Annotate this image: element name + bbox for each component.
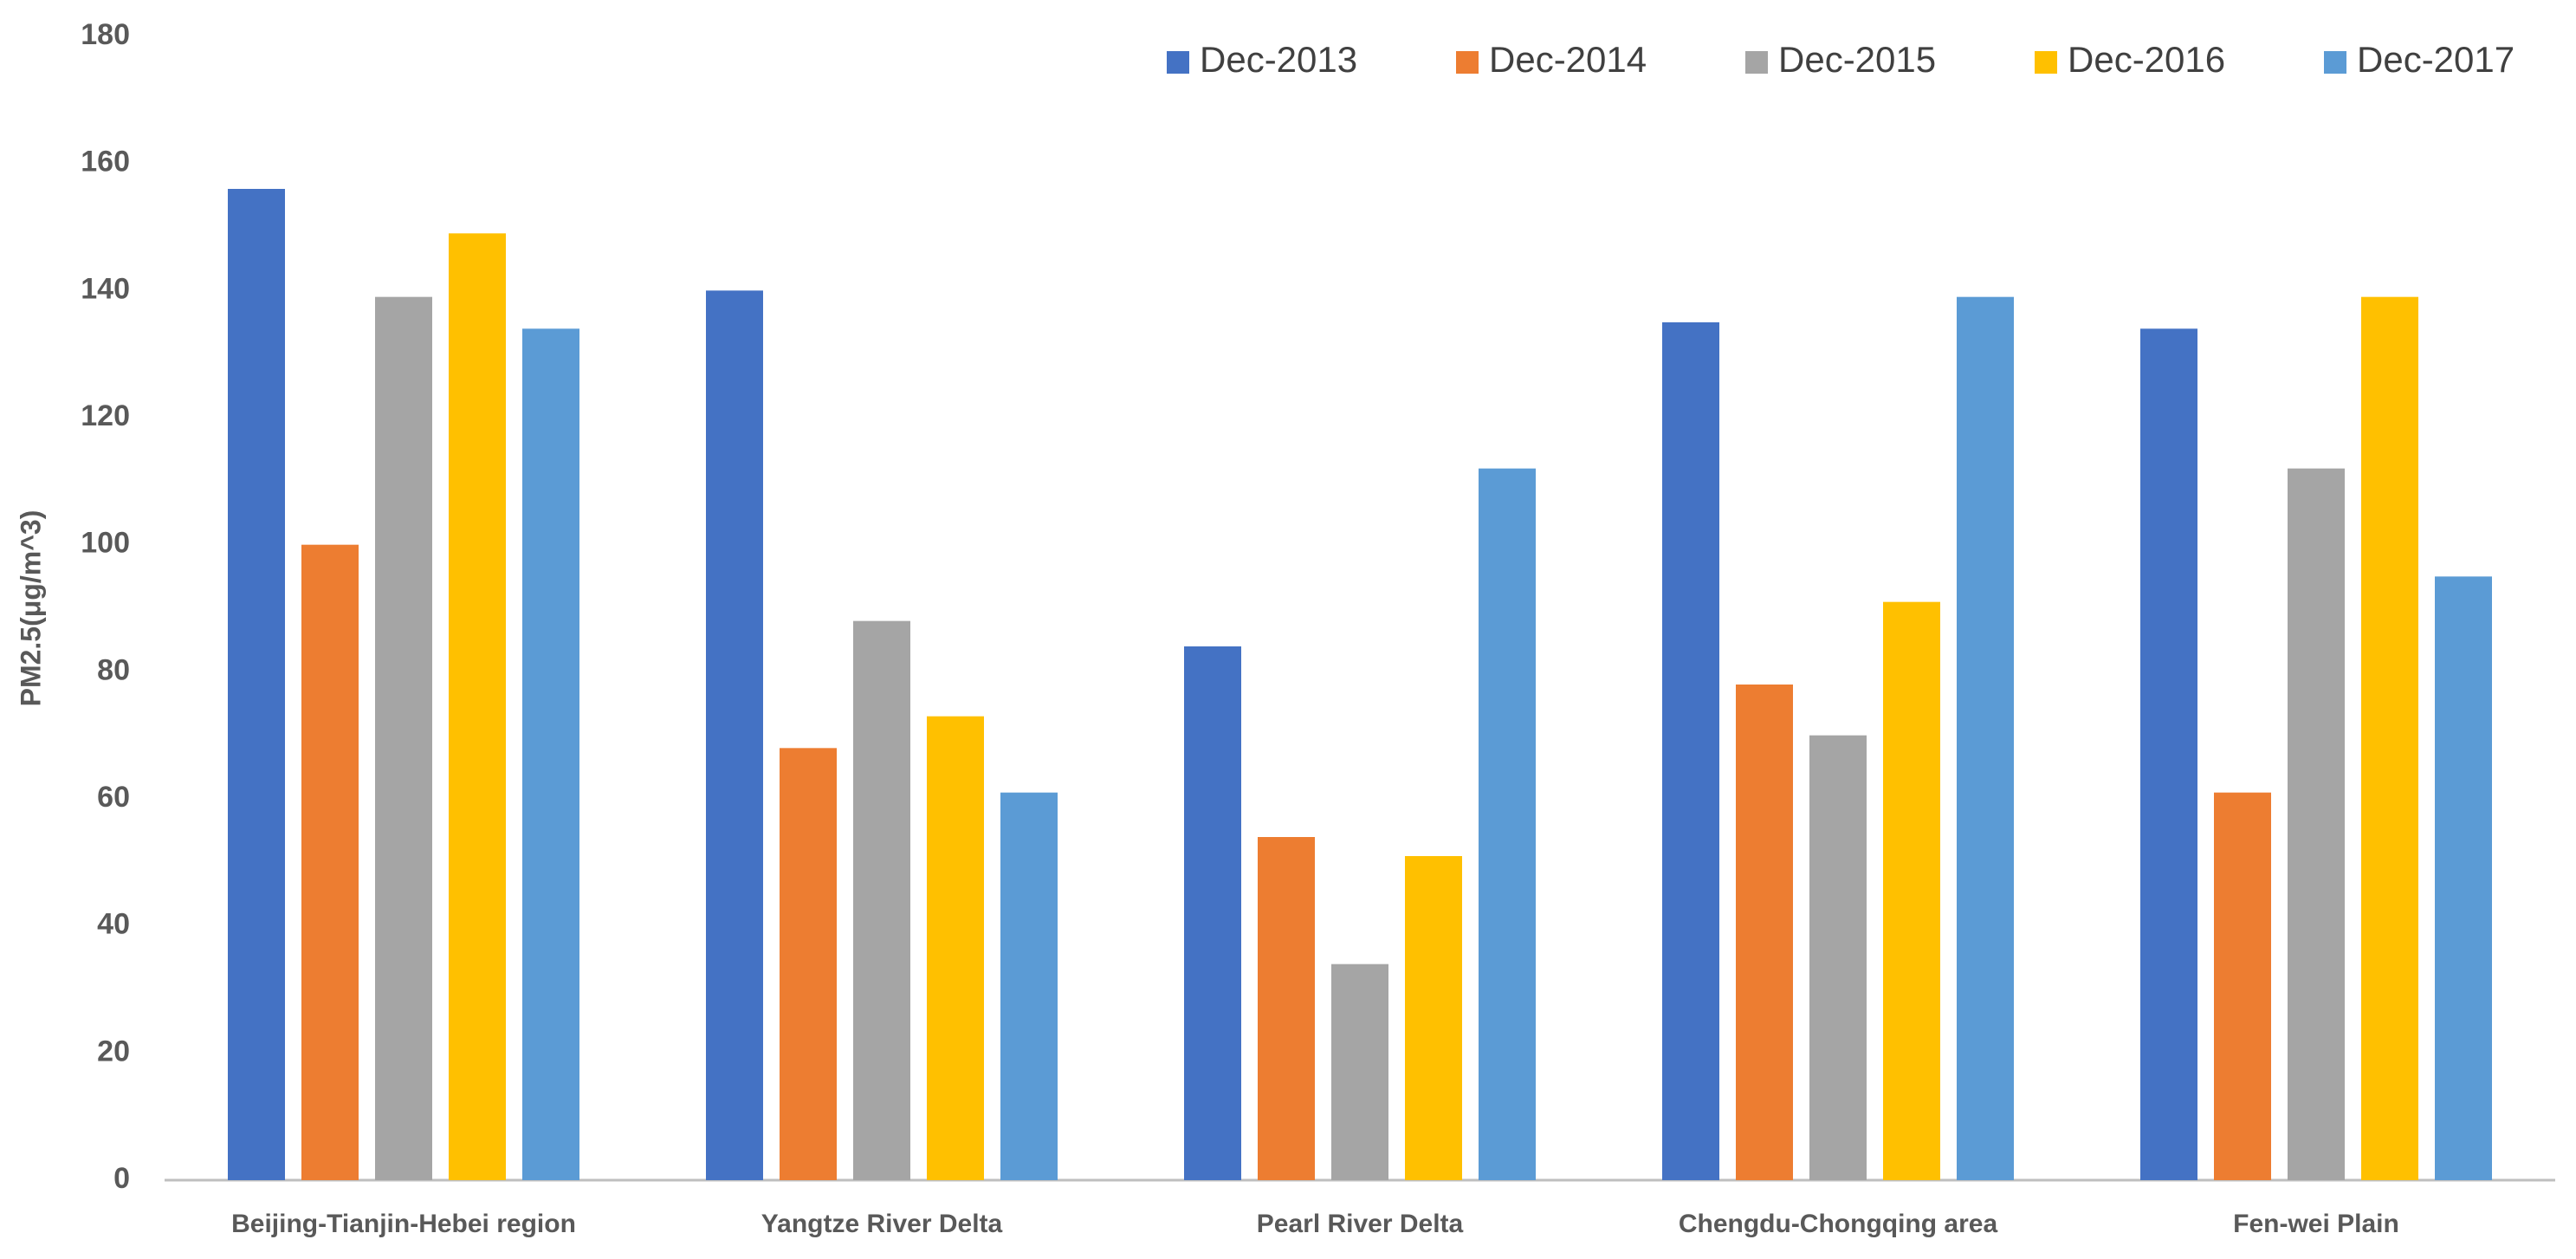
bar xyxy=(1258,837,1315,1180)
x-tick-label: Yangtze River Delta xyxy=(761,1210,1003,1238)
y-tick-label: 80 xyxy=(97,653,130,686)
bar xyxy=(1883,601,1940,1180)
legend-label: Dec-2014 xyxy=(1489,39,1647,80)
bar xyxy=(2435,576,2492,1180)
legend-label: Dec-2015 xyxy=(1778,39,1936,80)
y-axis-label: PM2.5(μg/m^3) xyxy=(15,510,46,707)
bar xyxy=(1662,322,1719,1180)
bar xyxy=(1957,296,2014,1181)
bar xyxy=(301,544,359,1180)
legend-swatch xyxy=(2324,51,2346,74)
bar xyxy=(927,716,984,1180)
legend-swatch xyxy=(2035,51,2057,74)
y-tick-label: 160 xyxy=(81,146,130,178)
bar xyxy=(706,290,763,1180)
x-tick-label: Pearl River Delta xyxy=(1257,1210,1464,1238)
bar xyxy=(2361,296,2418,1181)
x-tick-label: Chengdu-Chongqing area xyxy=(1679,1210,1998,1238)
bar xyxy=(2288,468,2345,1180)
bar xyxy=(375,296,432,1181)
x-tick-label: Fen-wei Plain xyxy=(2233,1210,2399,1238)
y-tick-label: 0 xyxy=(113,1162,130,1195)
x-tick-label: Beijing-Tianjin-Hebei region xyxy=(231,1210,576,1238)
bar xyxy=(1809,735,1867,1180)
y-tick-label: 40 xyxy=(97,908,130,941)
bar xyxy=(1331,964,1388,1180)
bar xyxy=(2140,328,2197,1180)
y-tick-label: 120 xyxy=(81,399,130,432)
bar xyxy=(522,328,579,1180)
bar xyxy=(2214,792,2271,1180)
legend-label: Dec-2017 xyxy=(2357,39,2515,80)
y-tick-label: 20 xyxy=(97,1035,130,1068)
y-tick-label: 100 xyxy=(81,527,130,560)
bar xyxy=(1479,468,1536,1180)
bar xyxy=(853,620,910,1180)
legend-swatch xyxy=(1167,51,1189,74)
bar xyxy=(1184,646,1241,1180)
bar xyxy=(780,748,837,1180)
bar xyxy=(449,233,506,1180)
legend-label: Dec-2013 xyxy=(1200,39,1357,80)
legend-swatch xyxy=(1745,51,1768,74)
legend-swatch xyxy=(1456,51,1479,74)
bar xyxy=(1736,685,1793,1180)
y-tick-label: 140 xyxy=(81,272,130,305)
y-tick-label: 180 xyxy=(81,18,130,51)
y-tick-label: 60 xyxy=(97,781,130,814)
bar xyxy=(1000,792,1058,1180)
bar xyxy=(1405,856,1462,1180)
legend-label: Dec-2016 xyxy=(2068,39,2225,80)
bar xyxy=(228,189,285,1180)
